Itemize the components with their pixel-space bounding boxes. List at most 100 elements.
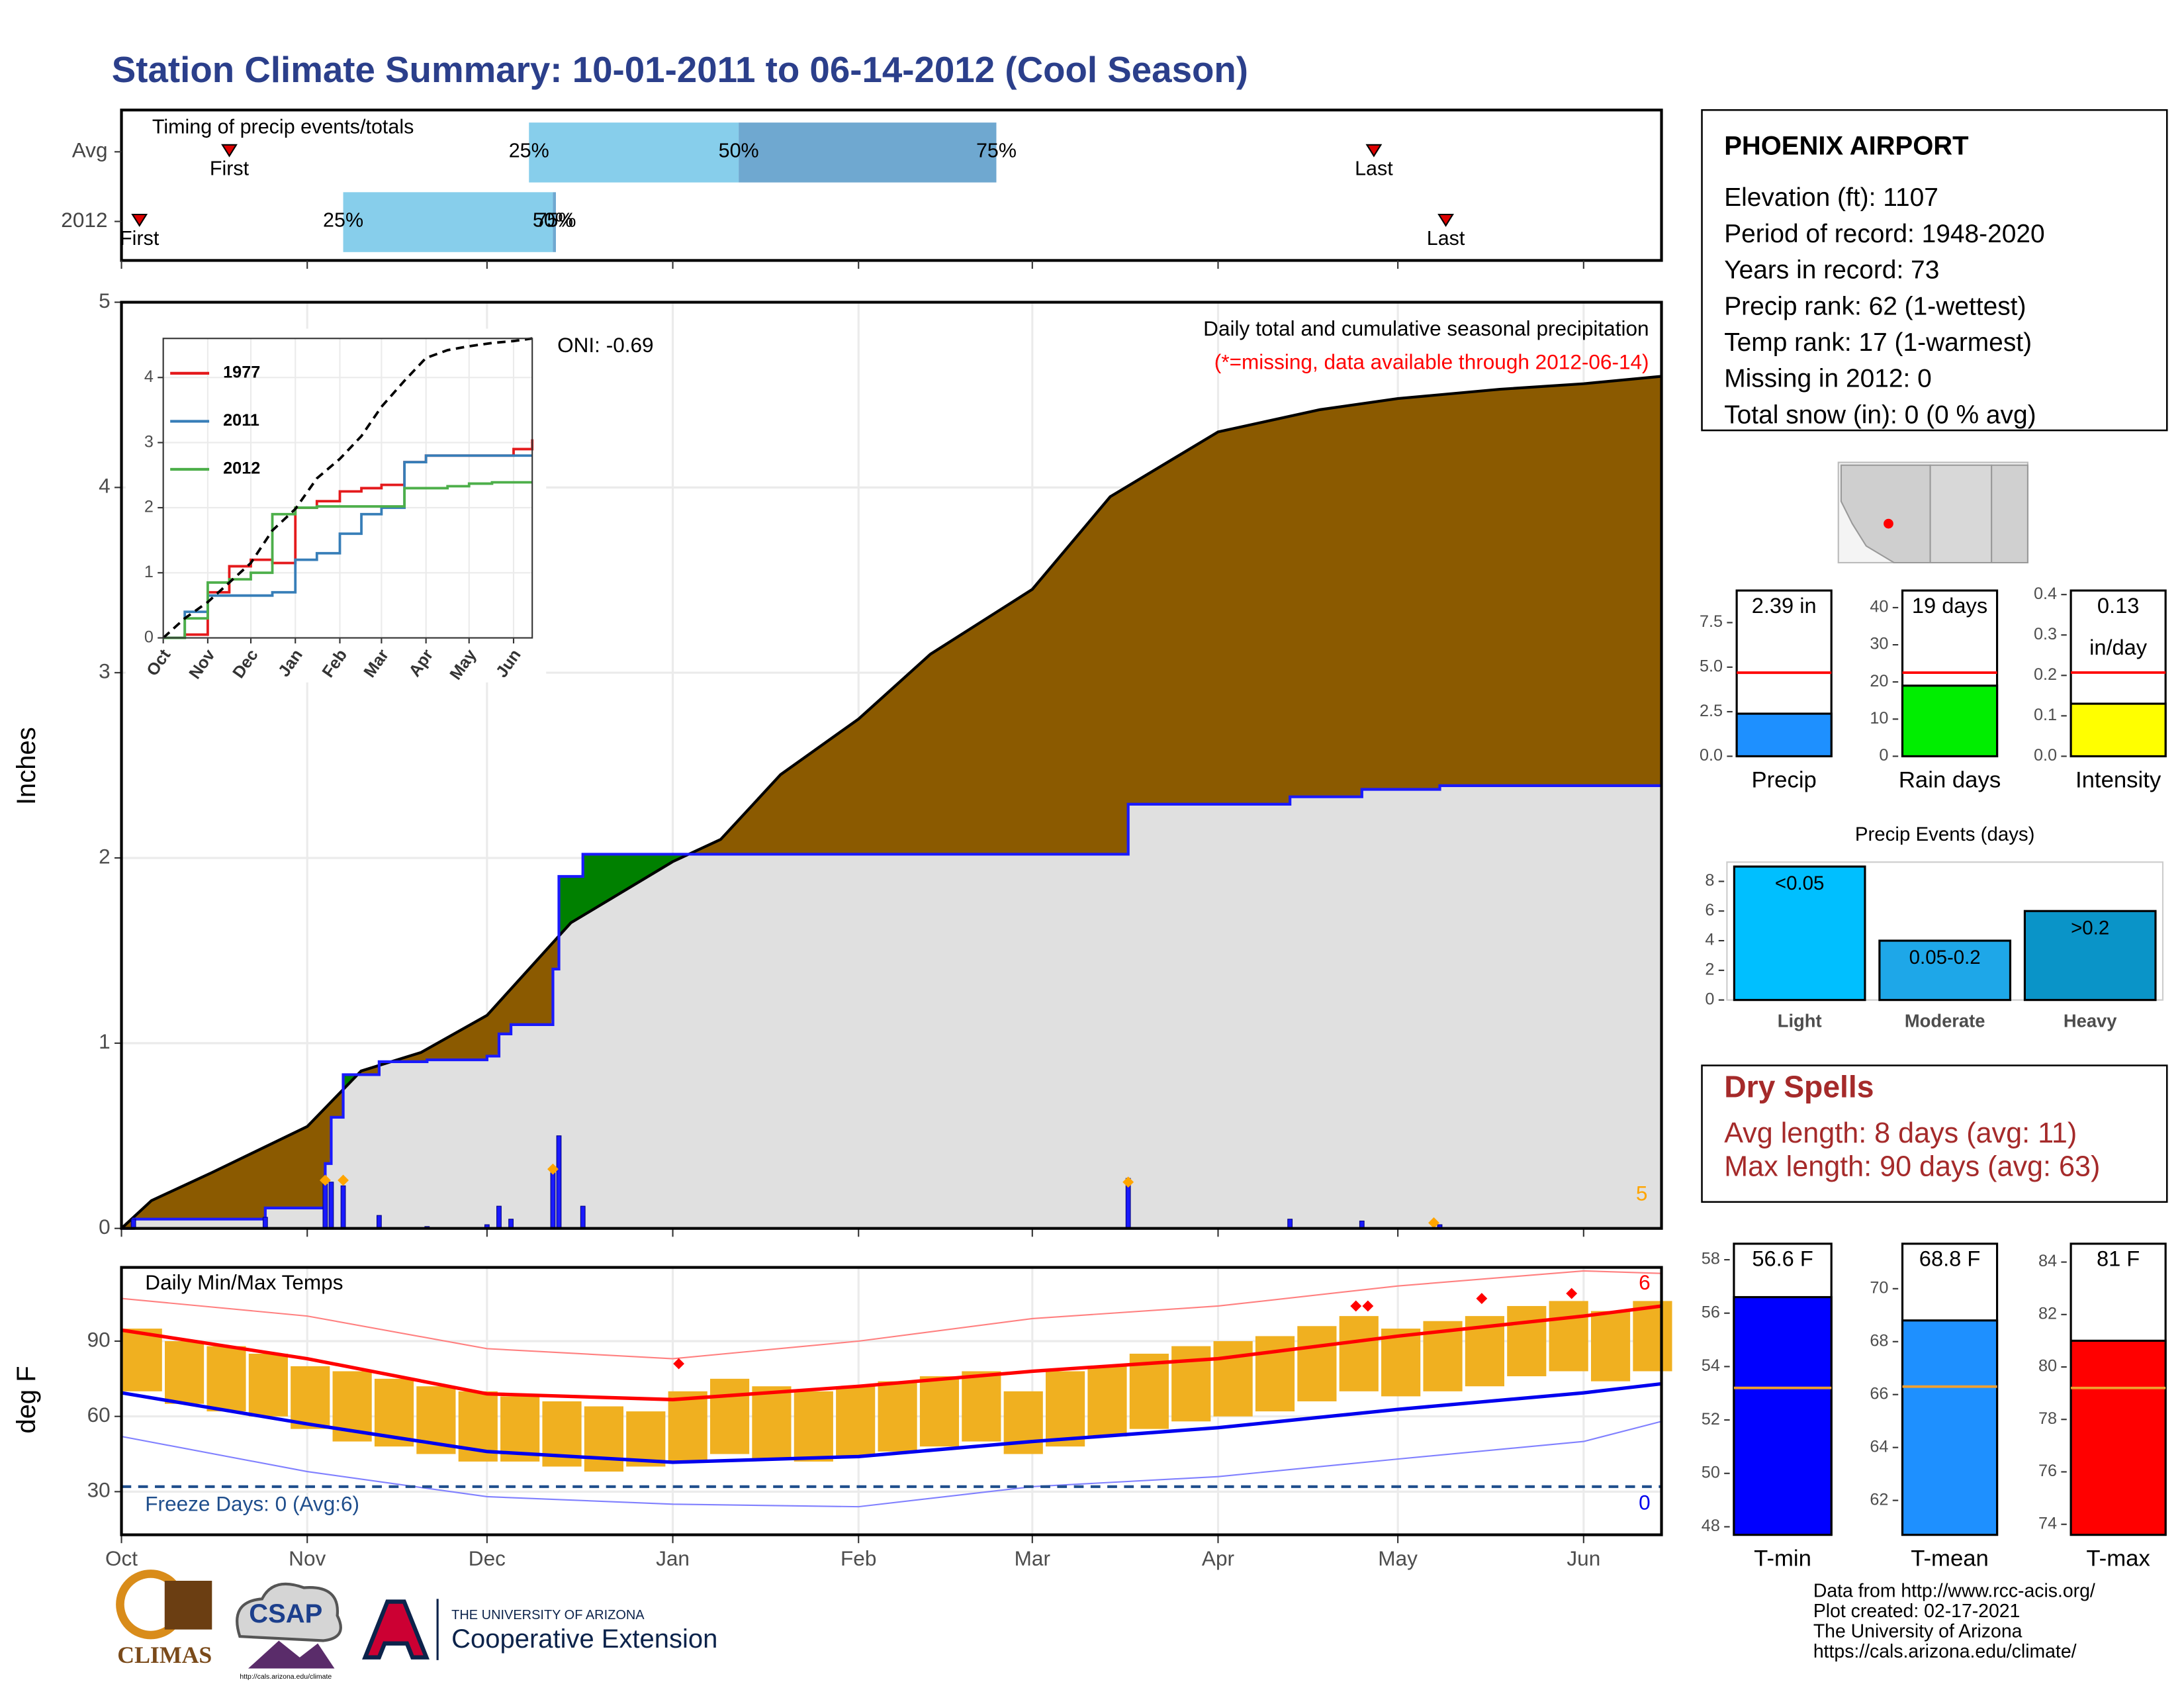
- y-tick-label: 2.5: [1700, 702, 1723, 720]
- x-tick-label: Oct: [105, 1546, 138, 1570]
- bar-label: 0.05-0.2: [1909, 947, 1981, 968]
- y-tick-label: 0.2: [2034, 665, 2057, 684]
- daily-bar: [580, 1205, 586, 1229]
- inset-border: [162, 338, 533, 639]
- normal-line: [120, 375, 1662, 1230]
- quartile-bar: [739, 122, 997, 183]
- bar-label: Precip: [1751, 767, 1816, 792]
- climas-logo: [164, 1580, 212, 1630]
- logos: CLIMAS CSAP http://cals.arizona.edu/clim…: [116, 1570, 717, 1681]
- y-tick-label: 2: [99, 844, 111, 868]
- freeze-label: Freeze Days: 0 (Avg:6): [145, 1492, 359, 1516]
- temp-bar: [206, 1346, 246, 1412]
- extension-text: Cooperative Extension: [451, 1624, 717, 1654]
- event-marker: [1437, 213, 1454, 227]
- temp-bar: [1171, 1346, 1211, 1422]
- row-label: 2012: [61, 208, 107, 232]
- y-tick-label: 78: [2038, 1409, 2057, 1428]
- y-tick-label: 66: [1870, 1384, 1888, 1403]
- daily-bar: [496, 1205, 502, 1229]
- y-tick-label: 2: [144, 498, 154, 516]
- percent-label: 25%: [509, 139, 549, 162]
- quartile-bar: [553, 192, 556, 252]
- dry-spells-line: Avg length: 8 days (avg: 11): [1724, 1117, 2077, 1149]
- daily-bar: [262, 1217, 268, 1229]
- bar: [1733, 865, 1866, 1002]
- panel-title: Daily Min/Max Temps: [145, 1270, 343, 1294]
- event-marker: [1122, 1176, 1134, 1188]
- page-title: Station Climate Summary: 10-01-2011 to 0…: [112, 49, 1248, 90]
- temp-bar: [1129, 1353, 1169, 1429]
- bar-label: Intensity: [2075, 767, 2161, 792]
- panel-title: Daily total and cumulative seasonal prec…: [1203, 316, 1649, 340]
- bar: [2070, 702, 2167, 758]
- x-tick-label: Nov: [289, 1546, 326, 1570]
- normal-min-line: [121, 1382, 1662, 1464]
- bar: [2023, 910, 2157, 1002]
- record-high-count: 6: [1639, 1270, 1651, 1294]
- temp-bar: [1255, 1336, 1295, 1412]
- record-min-line: [121, 1421, 1662, 1508]
- station-box: [1701, 109, 2168, 432]
- bar: [1901, 1319, 1999, 1536]
- y-tick-label: 0.0: [2034, 746, 2057, 765]
- y-tick-label: 1: [99, 1029, 111, 1053]
- percent-label: 50%: [719, 139, 759, 162]
- daily-bar: [328, 1182, 334, 1229]
- temp-bar: [668, 1391, 707, 1462]
- value-label: 68.8 F: [1919, 1246, 1980, 1271]
- y-tick-label: 82: [2038, 1304, 2057, 1323]
- temp-bar: [1507, 1305, 1547, 1377]
- x-tick-label: Dec: [469, 1546, 506, 1570]
- temp-bar: [794, 1391, 833, 1462]
- y-tick-label: 48: [1702, 1517, 1720, 1535]
- y-tick-label: 90: [87, 1327, 111, 1351]
- y-tick-label: 0.4: [2034, 585, 2057, 603]
- station-line: Precip rank: 62 (1-wettest): [1724, 292, 2026, 320]
- y-tick-label: 0: [1879, 746, 1888, 765]
- y-tick-label: 0.0: [1700, 746, 1723, 765]
- y-tick-label: 74: [2038, 1514, 2057, 1532]
- y-tick-label: 30: [1870, 635, 1888, 653]
- bar-label: T-max: [2086, 1546, 2150, 1571]
- event-marker: [319, 1174, 331, 1186]
- bar: [1733, 1295, 1833, 1536]
- daily-bar: [550, 1172, 556, 1229]
- record-low-count: 0: [1639, 1491, 1651, 1515]
- temp-bar: [752, 1386, 792, 1460]
- temp-bar: [626, 1411, 666, 1467]
- y-tick-label: 84: [2038, 1252, 2057, 1270]
- x-tick-label: Feb: [841, 1546, 876, 1570]
- percent-label: 75%: [535, 209, 576, 232]
- y-tick-label: 6: [1705, 901, 1714, 919]
- temp-bar: [1087, 1366, 1127, 1437]
- event-label: Last: [1427, 227, 1465, 250]
- panel-title: Timing of precip events/totals: [152, 116, 414, 138]
- legend-label: 1977: [223, 363, 260, 382]
- dry-spells-box: [1701, 1064, 2168, 1203]
- record-marker: [1350, 1300, 1362, 1312]
- panel-subtitle: (*=missing, data available through 2012-…: [1214, 350, 1649, 373]
- season-area: [121, 785, 1662, 1229]
- series-line: [163, 481, 533, 639]
- quartile-bar: [343, 192, 553, 252]
- x-tick-label: Moderate: [1905, 1011, 1985, 1031]
- station-line: Elevation (ft): 1107: [1724, 183, 1938, 212]
- daily-bar: [376, 1215, 382, 1229]
- event-label: Last: [1355, 158, 1393, 180]
- y-tick-label: 30: [87, 1478, 111, 1502]
- temp-bar: [1046, 1371, 1085, 1447]
- map-state: [1991, 464, 2028, 564]
- bar-label: T-min: [1754, 1546, 1811, 1571]
- climas-text: CLIMAS: [117, 1642, 212, 1668]
- y-tick-label: 80: [2038, 1357, 2057, 1376]
- temp-bar: [1297, 1326, 1337, 1401]
- y-tick-label: 7.5: [1700, 612, 1723, 631]
- event-marker: [1365, 144, 1383, 158]
- percent-label: 75%: [976, 139, 1017, 162]
- quartile-bar: [529, 122, 739, 183]
- y-tick-label: 5.0: [1700, 657, 1723, 676]
- x-tick-label: Apr: [1202, 1546, 1234, 1570]
- record-marker: [1566, 1288, 1578, 1299]
- temp-bar: [584, 1406, 624, 1472]
